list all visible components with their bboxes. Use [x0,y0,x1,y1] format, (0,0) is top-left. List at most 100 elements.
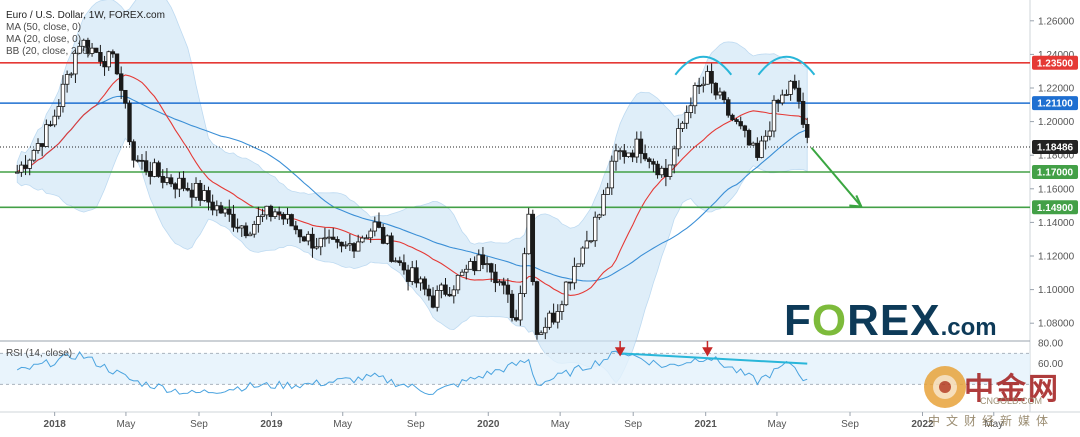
candle-body [538,332,544,335]
candle-body [31,150,37,161]
time-tick-label: May [984,419,1003,430]
candle-body [376,221,382,228]
candle-body [547,312,552,328]
cngold-logo-icon [924,366,966,408]
ma50-line [16,95,808,282]
candle-body [626,152,631,157]
price-tick-label: 1.14000 [1038,218,1075,229]
candle-body [281,213,286,220]
candle-body [688,105,694,113]
candle-body [106,51,111,68]
candle-body [738,121,743,127]
candle-body [380,227,386,244]
level-label: 1.21100 [1037,99,1073,110]
candle-body [372,221,378,232]
level-label: 1.18486 [1037,143,1074,154]
candle-body [368,230,373,239]
candle-body [800,100,806,125]
candle-body [310,233,315,249]
candle-body [422,278,427,290]
candle-body [247,233,253,237]
time-tick-label: May [333,419,352,430]
candle-body [27,159,32,169]
time-tick-label: Sep [407,419,425,430]
price-tick-label: 1.22000 [1038,84,1075,95]
candle-body [326,236,332,239]
candle-body [551,312,556,323]
candle-body [256,216,261,225]
candle-body [418,278,423,284]
candle-body [734,119,739,122]
candle-body [252,224,257,235]
candle-body [588,240,594,243]
candle-body [355,241,361,252]
cngold-brand: 中金网 [964,373,1060,406]
time-tick-label: Sep [841,419,859,430]
candle-body [468,261,473,270]
candle-body [164,177,170,183]
candle-body [597,214,602,218]
candle-body [601,194,606,216]
candle-body [81,39,86,47]
candle-body [393,260,398,263]
candle-body [522,253,527,294]
candle-body [285,214,290,220]
candle-body [44,124,49,147]
candle-body [114,53,120,75]
candle-body [347,243,353,246]
level-label-box [1032,200,1078,215]
level-label: 1.23500 [1037,58,1074,69]
time-tick-label: 2020 [477,419,500,430]
candle-body [439,284,444,291]
candle-body [52,115,57,126]
time-tick-label: 2019 [260,419,283,430]
candle-body [709,71,714,84]
candle-body [555,311,560,323]
candle-body [414,267,419,284]
price-tick-label: 1.26000 [1038,16,1075,27]
candle-body [297,229,303,238]
candle-body [696,85,702,87]
candle-body [235,226,240,229]
candle-body [306,233,311,242]
candle-body [572,265,577,284]
candle-body [767,130,773,137]
candle-body [260,214,265,217]
candle-body [35,143,41,151]
candle-body [202,190,207,201]
candle-body [622,150,627,157]
level-label-box [1032,165,1078,179]
candle-body [750,142,756,146]
candle-body [64,74,70,85]
candle-body [509,293,515,319]
candle-body [148,170,153,177]
candle-body [443,284,448,295]
candle-body [89,47,95,54]
time-tick-label: 2021 [695,419,718,430]
candles [15,37,810,340]
candle-body [98,52,103,62]
candle-body [177,177,182,190]
candle-body [771,99,777,132]
forex-watermark-com: .com [940,314,997,341]
candle-body [713,82,718,96]
candle-body [705,71,710,85]
time-tick-label: 2022 [911,419,934,430]
candle-body [568,281,573,284]
rsi-tick-label: 80.00 [1038,339,1063,350]
candle-body [56,106,62,117]
time-tick-label: 2018 [44,419,67,430]
candle-body [231,213,236,228]
candle-body [534,281,540,335]
price-tick-label: 1.12000 [1038,252,1075,263]
forex-watermark: FOREX.com [784,296,997,346]
candle-body [314,246,319,249]
time-tick-label: Sep [624,419,642,430]
ma20-line [16,74,808,296]
candle-body [684,112,689,124]
candle-body [576,263,581,267]
candle-body [526,213,531,255]
candle-body [638,138,644,154]
